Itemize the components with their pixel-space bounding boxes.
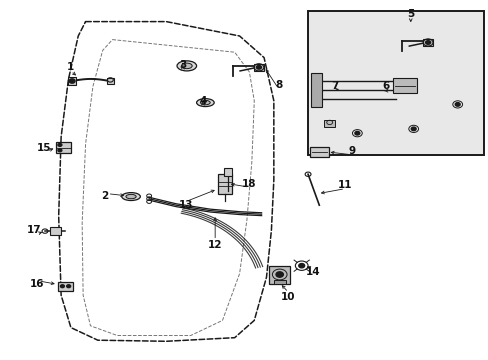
Circle shape: [275, 272, 283, 277]
Bar: [324, 120, 334, 127]
Ellipse shape: [196, 99, 214, 107]
Text: 2: 2: [102, 191, 108, 201]
Circle shape: [61, 285, 64, 288]
Ellipse shape: [177, 61, 196, 71]
Text: 14: 14: [305, 267, 320, 277]
Ellipse shape: [181, 63, 192, 69]
Text: 6: 6: [382, 81, 389, 91]
Bar: [307, 11, 483, 155]
Bar: [310, 73, 321, 107]
Circle shape: [298, 264, 304, 268]
Bar: [217, 174, 232, 194]
Circle shape: [425, 41, 429, 44]
Text: 13: 13: [178, 200, 193, 210]
Bar: [422, 39, 432, 46]
Circle shape: [354, 131, 359, 135]
Bar: [269, 266, 289, 284]
Text: 5: 5: [407, 9, 413, 19]
Text: 16: 16: [29, 279, 44, 289]
Bar: [309, 147, 328, 157]
Ellipse shape: [200, 100, 210, 105]
Ellipse shape: [126, 194, 136, 199]
Text: 17: 17: [27, 225, 41, 235]
Circle shape: [410, 127, 415, 131]
Text: 11: 11: [337, 180, 351, 190]
Circle shape: [454, 103, 459, 106]
Circle shape: [66, 285, 70, 288]
Circle shape: [256, 66, 261, 69]
Text: 3: 3: [180, 60, 186, 70]
Text: 12: 12: [207, 240, 222, 250]
Bar: [56, 142, 71, 153]
Circle shape: [58, 144, 61, 147]
Text: 4: 4: [199, 96, 206, 106]
Text: 1: 1: [67, 62, 74, 72]
Bar: [68, 77, 76, 85]
Circle shape: [58, 149, 61, 152]
Bar: [273, 280, 285, 284]
Circle shape: [69, 79, 75, 83]
Bar: [58, 282, 73, 291]
Text: 8: 8: [275, 80, 282, 90]
Bar: [392, 78, 416, 93]
Bar: [107, 77, 114, 85]
Bar: [253, 64, 263, 71]
Text: 9: 9: [348, 146, 355, 156]
Bar: [224, 168, 231, 176]
Text: 10: 10: [281, 292, 295, 302]
Ellipse shape: [122, 193, 140, 201]
Text: 15: 15: [37, 143, 51, 153]
Text: 18: 18: [242, 179, 256, 189]
Text: 7: 7: [330, 81, 338, 91]
Bar: [50, 227, 61, 235]
